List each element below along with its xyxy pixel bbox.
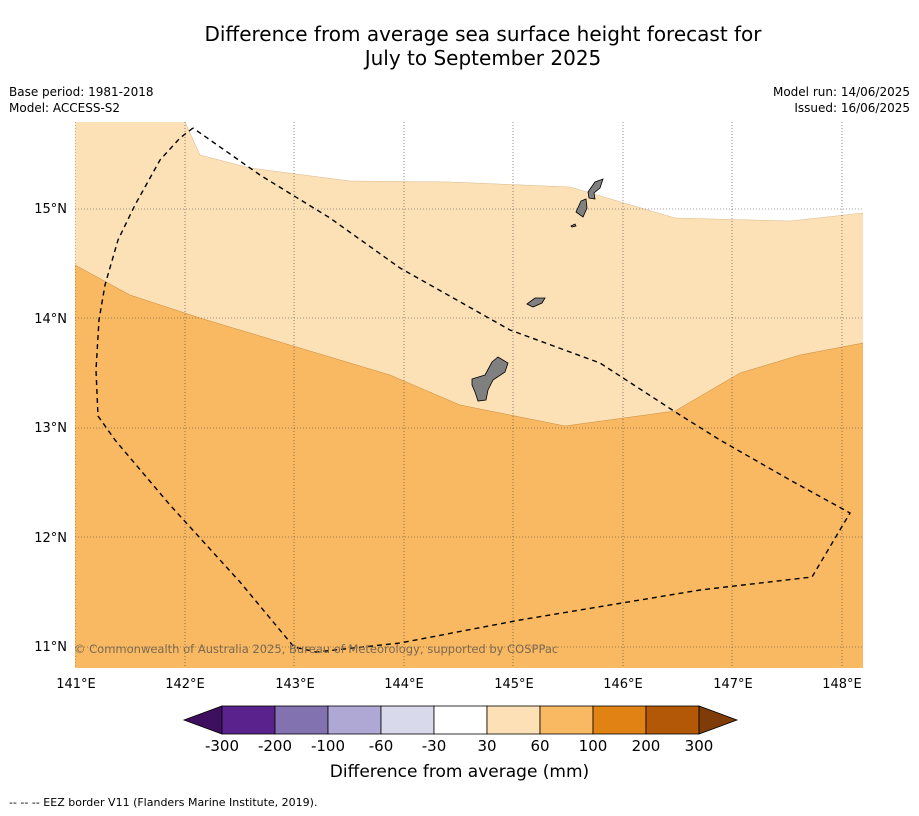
graticule (75, 122, 863, 668)
copyright-text: © Commonwealth of Australia 2025, Bureau… (74, 642, 558, 656)
map-area (75, 122, 863, 668)
map-title: Difference from average sea surface heig… (0, 22, 919, 70)
lon-label: 141°E (56, 677, 96, 692)
lat-axis-labels: 15°N 14°N 13°N 12°N 11°N (34, 202, 67, 655)
contour-line-60 (75, 264, 863, 427)
colorbar-segment (380, 705, 435, 735)
lon-label: 147°E (713, 677, 753, 692)
footnote: -- -- -- EEZ border V11 (Flanders Marine… (9, 796, 318, 809)
colorbar-tick-label: -30 (422, 737, 447, 755)
title-line-2: July to September 2025 (364, 46, 602, 70)
lon-axis-labels: 141°E 142°E 143°E 144°E 145°E 146°E 147°… (56, 677, 862, 692)
colorbar-arrow-low (182, 705, 223, 735)
contour-line-30 (184, 122, 863, 222)
lon-label: 148°E (822, 677, 862, 692)
lon-label: 146°E (603, 677, 643, 692)
lon-label: 144°E (384, 677, 424, 692)
colorbar-tick-label: -200 (258, 737, 292, 755)
island-aguijan (570, 223, 577, 228)
issued-date: Issued: 16/06/2025 (794, 101, 910, 115)
lon-label: 145°E (494, 677, 534, 692)
lon-label: 143°E (275, 677, 315, 692)
colorbar-tick-label: 300 (685, 737, 714, 755)
meta-right: Model run: 14/06/2025 Issued: 16/06/2025 (773, 84, 910, 116)
island-saipan (587, 178, 604, 200)
colorbar-tick-label: 30 (477, 737, 496, 755)
colorbar-tick-label: -300 (205, 737, 239, 755)
lat-label: 14°N (34, 312, 67, 327)
colorbar-segment (327, 705, 382, 735)
colorbar-tick-label: -100 (311, 737, 345, 755)
lon-label: 142°E (165, 677, 205, 692)
meta-left: Base period: 1981-2018 Model: ACCESS-S2 (9, 84, 154, 116)
colorbar-tick-label: 60 (530, 737, 549, 755)
colorbar-arrow-high (698, 705, 739, 735)
islands (471, 178, 604, 402)
island-rota (526, 297, 546, 308)
lat-label: 13°N (34, 421, 67, 436)
colorbar-label: Difference from average (mm) (329, 762, 590, 782)
colorbar-segment (433, 705, 488, 735)
title-line-1: Difference from average sea surface heig… (204, 22, 762, 46)
colorbar-tick-label: 100 (579, 737, 608, 755)
colorbar: -300 -200 -100 -60 -30 30 60 100 200 300 (182, 705, 739, 755)
contour-60-100-region (75, 265, 863, 668)
model-name: Model: ACCESS-S2 (9, 101, 121, 115)
colorbar-segment (539, 705, 594, 735)
colorbar-segment (274, 705, 329, 735)
lat-label: 11°N (34, 640, 67, 655)
colorbar-tick-label: -60 (369, 737, 394, 755)
island-tinian (575, 198, 588, 218)
colorbar-segment (221, 705, 276, 735)
island-guam (471, 356, 509, 402)
lat-label: 12°N (34, 531, 67, 546)
colorbar-segment (645, 705, 700, 735)
lat-label: 15°N (34, 202, 67, 217)
model-run: Model run: 14/06/2025 (772, 85, 910, 99)
colorbar-segment (486, 705, 541, 735)
base-period: Base period: 1981-2018 (9, 85, 154, 99)
colorbar-tick-label: 200 (632, 737, 661, 755)
colorbar-segment (592, 705, 647, 735)
